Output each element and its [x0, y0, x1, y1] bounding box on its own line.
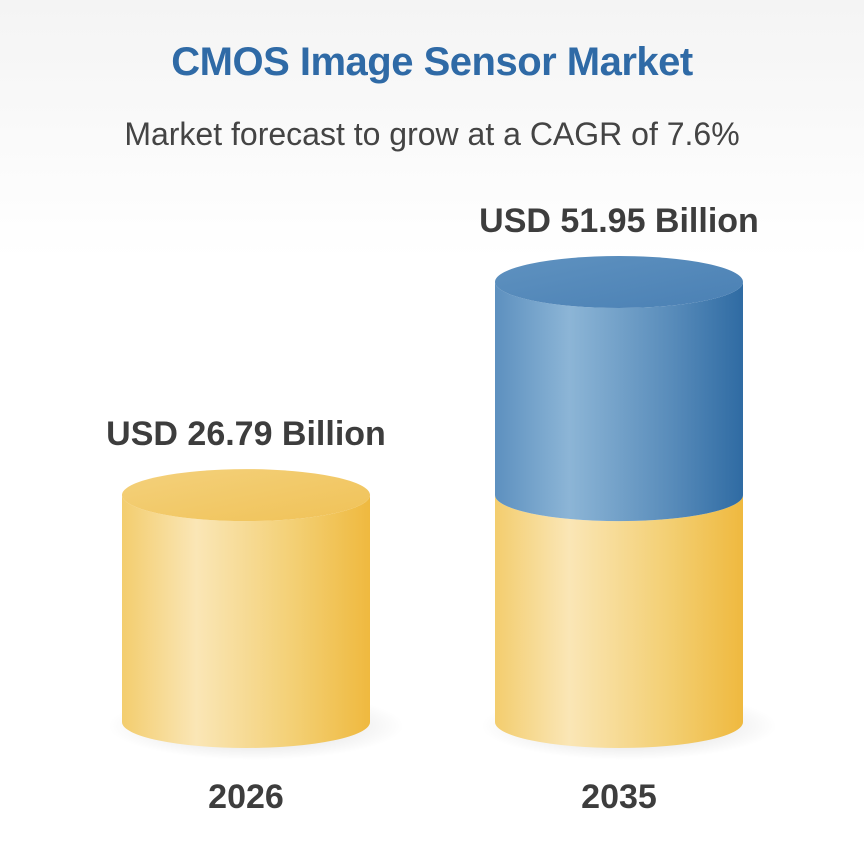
value-label-2035: USD 51.95 Billion — [479, 202, 759, 240]
bar-base-2026 — [122, 495, 370, 748]
chart-subtitle: Market forecast to grow at a CAGR of 7.6… — [124, 116, 740, 152]
chart-title: CMOS Image Sensor Market — [171, 40, 693, 84]
bar-top-2035 — [495, 255, 743, 308]
bar-growth-2035 — [495, 281, 743, 522]
bar-top-2026 — [122, 469, 370, 522]
category-label-2026: 2026 — [208, 778, 284, 816]
bar-base-2035 — [495, 495, 743, 748]
value-label-2026: USD 26.79 Billion — [106, 415, 386, 453]
category-label-2035: 2035 — [581, 778, 657, 816]
